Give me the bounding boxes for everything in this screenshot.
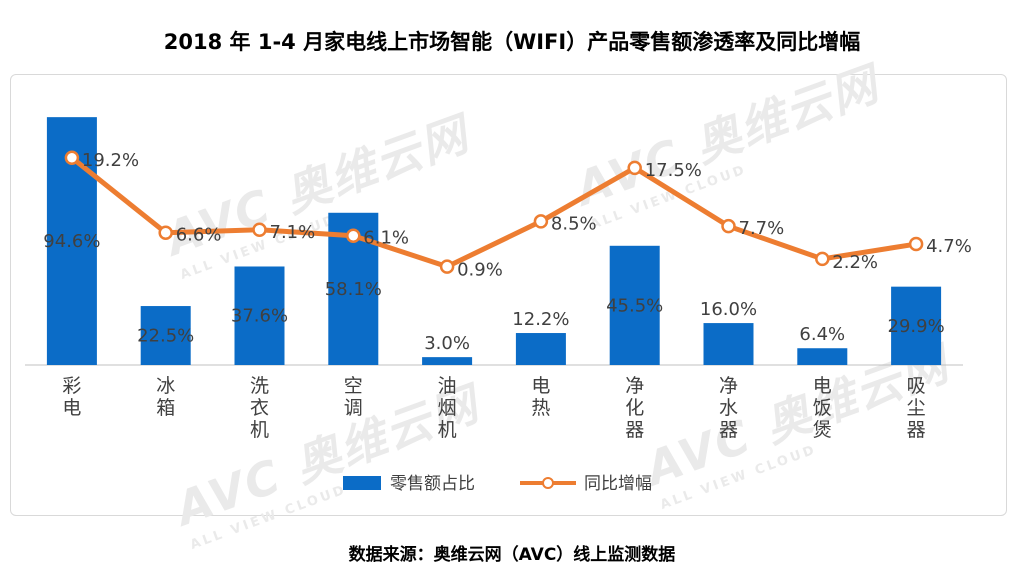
bar-1 (140, 306, 191, 365)
x-tick-label-3: 调 (344, 397, 363, 419)
bar-label-1: 22.5% (137, 326, 194, 347)
x-tick-label-3: 空 (344, 375, 363, 397)
x-tick-label-9: 吸 (907, 375, 926, 397)
line-point-2 (252, 222, 267, 238)
line-label-1: 6.6% (176, 225, 222, 246)
line-label-2: 7.1% (270, 222, 316, 243)
line-label-8: 2.2% (832, 252, 878, 273)
x-tick-label-8: 电 (813, 375, 832, 397)
x-tick-label-2: 衣 (250, 397, 269, 419)
line-point-7 (721, 218, 736, 234)
x-tick-label-9: 器 (907, 419, 926, 441)
x-tick-label-1: 冰 (156, 375, 175, 397)
bar-label-9: 29.9% (888, 316, 945, 337)
x-tick-label-0: 电 (62, 397, 81, 419)
x-tick-label-4: 油 (438, 375, 457, 397)
bar-2 (234, 266, 285, 365)
x-tick-label-7: 水 (719, 397, 738, 419)
chart-title: 2018 年 1-4 月家电线上市场智能（WIFI）产品零售额渗透率及同比增幅 (163, 30, 861, 54)
x-tick-label-4: 烟 (438, 397, 457, 419)
bar-6 (609, 245, 660, 365)
x-tick-label-7: 净 (719, 375, 738, 397)
line-label-5: 8.5% (551, 213, 597, 234)
bar-label-0: 94.6% (43, 231, 100, 252)
legend-marker-line (542, 477, 554, 489)
growth-line (69, 155, 919, 270)
bar-label-7: 16.0% (700, 299, 757, 320)
line-label-3: 6.1% (363, 228, 409, 249)
source-note: 数据来源：奥维云网（AVC）线上监测数据 (348, 545, 676, 565)
x-tick-label-6: 净 (625, 375, 644, 397)
bar-label-4: 3.0% (424, 333, 470, 354)
chart-panel (10, 74, 1007, 516)
legend-swatch-bars (343, 476, 381, 490)
x-tick-label-2: 机 (250, 419, 269, 441)
x-tick-label-5: 电 (531, 375, 550, 397)
bar-label-6: 45.5% (606, 295, 663, 316)
line-label-0: 19.2% (82, 150, 139, 171)
line-point-5 (533, 214, 549, 229)
x-tick-label-6: 化 (625, 397, 644, 419)
line-point-8 (815, 251, 830, 267)
x-tick-label-8: 饭 (813, 397, 832, 419)
x-tick-label-9: 尘 (907, 397, 926, 419)
x-tick-label-5: 热 (531, 397, 550, 419)
line-point-0 (64, 150, 80, 166)
line-point-4 (439, 259, 455, 274)
line-point-1 (158, 225, 173, 240)
x-tick-label-0: 彩 (62, 375, 81, 397)
line-label-4: 0.9% (457, 260, 503, 281)
x-tick-label-8: 煲 (813, 419, 832, 441)
line-label-6: 17.5% (645, 160, 702, 181)
bar-5 (515, 333, 566, 365)
legend-label-line: 同比增幅 (584, 474, 652, 494)
bar-7 (703, 323, 754, 365)
line-point-3 (346, 228, 361, 243)
bar-8 (797, 348, 848, 365)
line-point-9 (908, 236, 924, 252)
line-point-6 (627, 160, 642, 176)
bar-label-2: 37.6% (231, 306, 288, 327)
x-tick-label-2: 洗 (250, 375, 269, 397)
legend-label-bars: 零售额占比 (390, 474, 475, 494)
bar-9 (891, 286, 942, 365)
bar-4 (422, 357, 473, 365)
x-tick-label-1: 箱 (156, 397, 175, 419)
line-label-9: 4.7% (926, 236, 972, 257)
line-label-7: 7.7% (739, 218, 785, 239)
bar-label-5: 12.2% (512, 309, 569, 330)
bar-label-8: 6.4% (799, 324, 845, 345)
x-tick-label-4: 机 (438, 419, 457, 441)
bar-label-3: 58.1% (325, 279, 382, 300)
x-tick-label-6: 器 (625, 419, 644, 441)
x-tick-label-7: 器 (719, 419, 738, 441)
